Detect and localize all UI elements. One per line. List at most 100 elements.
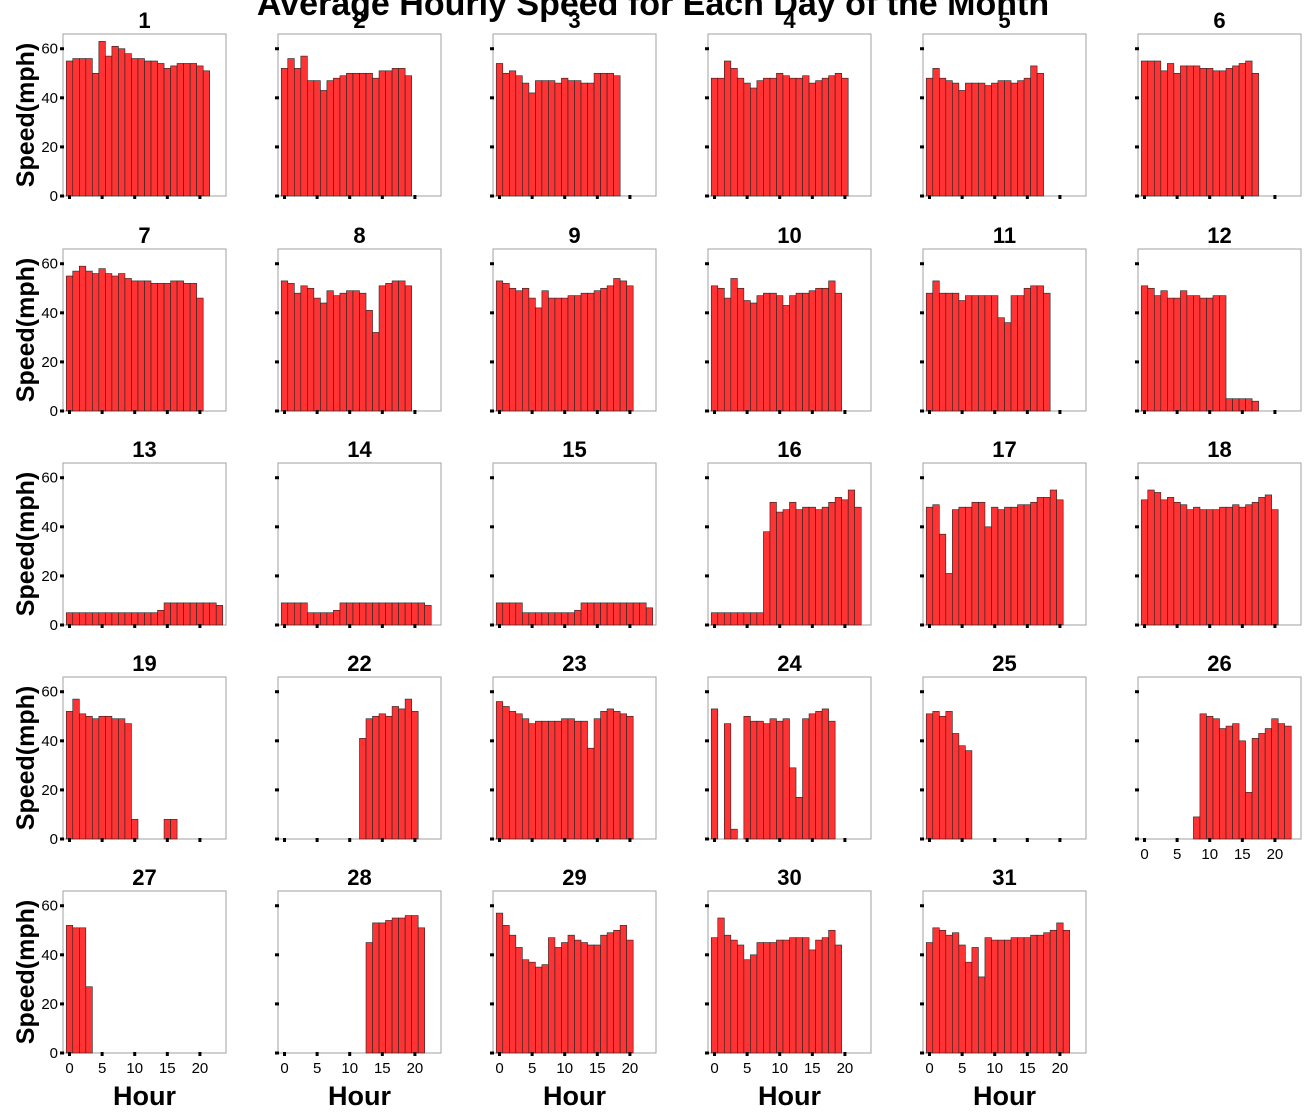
bar-day2-hour7 [326,80,334,197]
bar-day7-hour19 [189,283,197,412]
bar-day16-hour20 [841,499,849,626]
bar-day17-hour8 [978,501,986,626]
bar-day24-hour5 [743,715,751,840]
bar-day18-hour2 [1154,492,1162,626]
x-tick-mark [628,624,632,628]
bar-day5-hour17 [1036,72,1044,197]
bar-day18-hour20 [1271,509,1279,626]
bar-day22-hour15 [378,713,386,840]
x-tick-mark [498,1052,502,1056]
y-tick-mark [920,311,924,315]
x-tick-mark [100,624,104,628]
x-tick-mark [1208,624,1212,628]
bar-day8-hour8 [333,295,341,412]
x-tick-mark [348,838,352,842]
bar-day23-hour19 [619,713,627,840]
bar-day1-hour2 [79,58,87,197]
bar-day9-hour6 [535,307,543,412]
y-tick-label: 40 [41,305,58,322]
bar-day18-hour0 [1140,499,1149,626]
bar-day28-hour17 [391,917,399,1054]
bar-day31-hour2 [938,929,947,1054]
bar-day15-hour23 [645,607,654,626]
bar-day13-hour11 [137,612,145,626]
x-tick-mark [380,624,384,628]
bar-day23-hour14 [587,747,595,840]
bar-day11-hour1 [932,280,940,412]
y-tick-mark [490,311,494,315]
bar-day2-hour3 [300,55,308,197]
y-tick-mark [275,953,279,957]
bar-day25-hour0 [925,713,934,840]
y-tick-mark [490,788,494,792]
bar-day28-hour18 [398,917,406,1054]
x-tick-label: 20 [192,1060,209,1077]
bar-day30-hour7 [756,942,764,1054]
bar-day11-hour10 [991,295,999,412]
x-tick-mark [778,1052,782,1056]
x-tick-label: 20 [1052,1060,1069,1077]
y-tick-mark [275,837,279,841]
bar-day5-hour16 [1030,65,1038,197]
bar-day22-hour17 [391,706,399,840]
bar-day4-hour12 [789,77,797,197]
x-tick-mark [628,410,632,414]
y-tick-mark [60,739,64,743]
bar-day6-hour8 [1193,65,1201,197]
bar-day12-hour8 [1193,295,1201,412]
bar-day10-hour1 [717,287,725,412]
bar-day30-hour5 [743,959,751,1054]
bar-day28-hour15 [378,922,386,1054]
bar-day27-hour0 [65,925,74,1054]
y-tick-mark [1135,525,1139,529]
bar-day29-hour9 [554,947,562,1054]
bar-day4-hour11 [782,75,790,197]
bar-day1-hour10 [131,58,139,197]
x-tick-mark [413,1052,417,1056]
x-tick-mark [283,1052,287,1056]
bar-day12-hour15 [1238,398,1246,412]
bar-day1-hour8 [118,48,126,197]
y-tick-mark [60,525,64,529]
panel-frame [62,462,227,626]
y-tick-mark [490,194,494,198]
bar-day19-hour16 [170,819,178,840]
y-tick-mark [1135,690,1139,694]
y-tick-label: 60 [41,684,58,701]
bar-day12-hour12 [1219,295,1227,412]
bar-day11-hour11 [997,317,1005,412]
bar-day13-hour3 [85,612,93,626]
bar-day9-hour14 [587,292,595,412]
bar-day3-hour5 [528,92,536,197]
bar-day9-hour10 [561,297,569,412]
bar-day31-hour20 [1056,922,1064,1054]
bar-day30-hour18 [828,929,836,1054]
bar-day3-hour3 [515,75,523,197]
x-tick-mark [198,410,202,414]
bar-day3-hour17 [606,72,614,197]
x-tick-mark [1025,838,1029,842]
x-tick-mark [628,1052,632,1056]
bar-day2-hour6 [320,90,328,197]
bar-day12-hour1 [1147,287,1155,412]
bar-day7-hour17 [176,280,184,412]
bar-day12-hour11 [1212,295,1220,412]
bar-day11-hour0 [925,292,934,412]
bar-day29-hour5 [528,961,536,1054]
bar-day11-hour6 [965,295,973,412]
bar-day2-hour15 [378,70,386,197]
bar-day9-hour15 [593,290,601,412]
x-tick-mark [1175,195,1179,199]
bar-day16-hour6 [750,612,758,626]
bar-day29-hour2 [508,934,517,1054]
bar-day26-hour17 [1251,738,1259,840]
bar-day17-hour18 [1043,497,1051,626]
bar-day2-hour14 [372,77,380,197]
y-tick-label: 40 [41,947,58,964]
bar-day26-hour14 [1232,723,1240,840]
y-tick-mark [275,525,279,529]
bar-day14-hour6 [320,612,328,626]
bar-day16-hour8 [763,531,771,626]
bar-day24-hour10 [776,720,784,840]
x-tick-mark [68,624,72,628]
